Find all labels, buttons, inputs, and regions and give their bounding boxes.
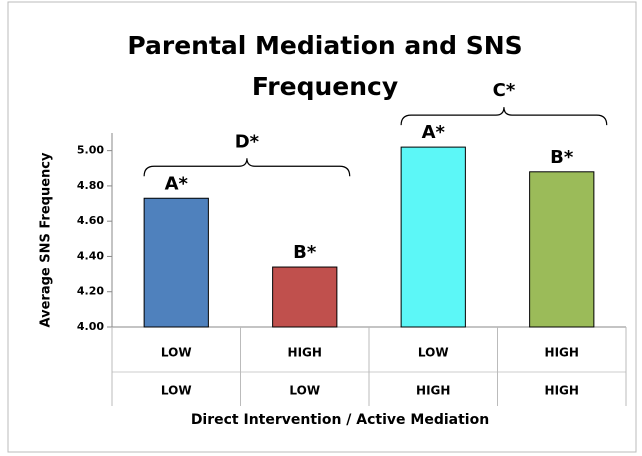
x-tick-label: LOW bbox=[289, 384, 320, 398]
bar bbox=[272, 266, 338, 328]
y-tick-label: 4.80 bbox=[77, 179, 104, 192]
y-axis-label: Average SNS Frequency bbox=[39, 152, 54, 327]
bar-label: A* bbox=[422, 122, 446, 143]
x-tick-label: LOW bbox=[418, 346, 449, 360]
x-tick-label: HIGH bbox=[545, 384, 579, 398]
y-tick-label: 4.20 bbox=[77, 285, 104, 298]
y-tick-label: 5.00 bbox=[77, 144, 104, 157]
bar-label: A* bbox=[165, 173, 189, 194]
x-tick-label: HIGH bbox=[416, 384, 450, 398]
chart-title: Frequency bbox=[252, 72, 398, 101]
brace bbox=[143, 158, 351, 177]
bar-label: B* bbox=[550, 147, 574, 168]
x-tick-label: LOW bbox=[161, 384, 192, 398]
y-tick-label: 4.00 bbox=[77, 320, 104, 333]
x-tick-label: HIGH bbox=[288, 346, 322, 360]
bar-label: B* bbox=[293, 242, 317, 263]
y-tick-label: 4.60 bbox=[77, 214, 104, 227]
x-tick-label: HIGH bbox=[545, 346, 579, 360]
x-tick-label: LOW bbox=[161, 346, 192, 360]
bar bbox=[529, 171, 595, 328]
brace-label: D* bbox=[235, 131, 260, 152]
y-tick-label: 4.40 bbox=[77, 249, 104, 262]
brace-label: C* bbox=[493, 80, 516, 101]
chart-title: Parental Mediation and SNS bbox=[127, 31, 522, 60]
bar bbox=[143, 197, 209, 328]
x-axis-label: Direct Intervention / Active Mediation bbox=[191, 412, 489, 428]
bar bbox=[400, 146, 466, 328]
